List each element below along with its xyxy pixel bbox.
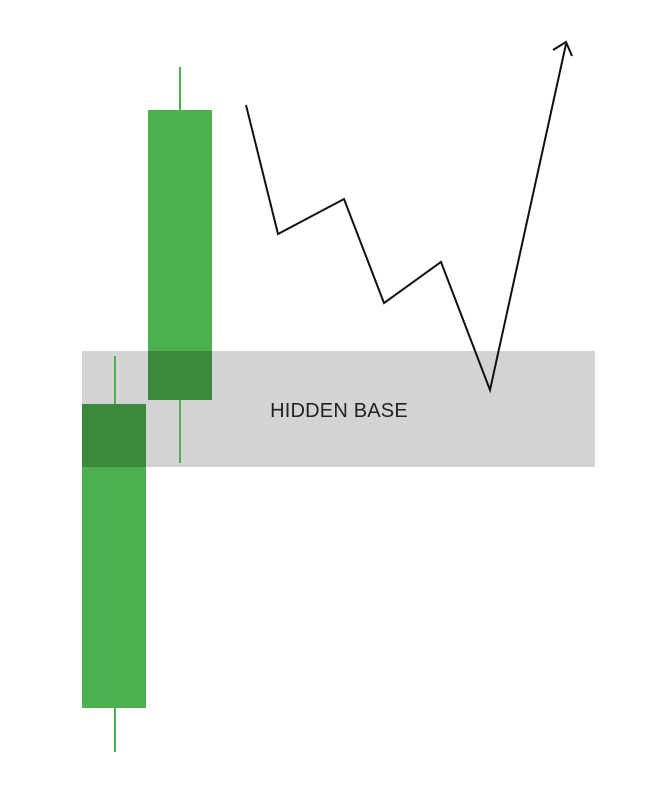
zone-overlap-lower-candle	[82, 404, 146, 467]
arrow-up-icon	[552, 40, 573, 57]
zone-overlap-upper-candle	[148, 351, 212, 400]
hidden-base-label: HIDDEN BASE	[270, 400, 408, 422]
price-path-line	[245, 43, 567, 394]
